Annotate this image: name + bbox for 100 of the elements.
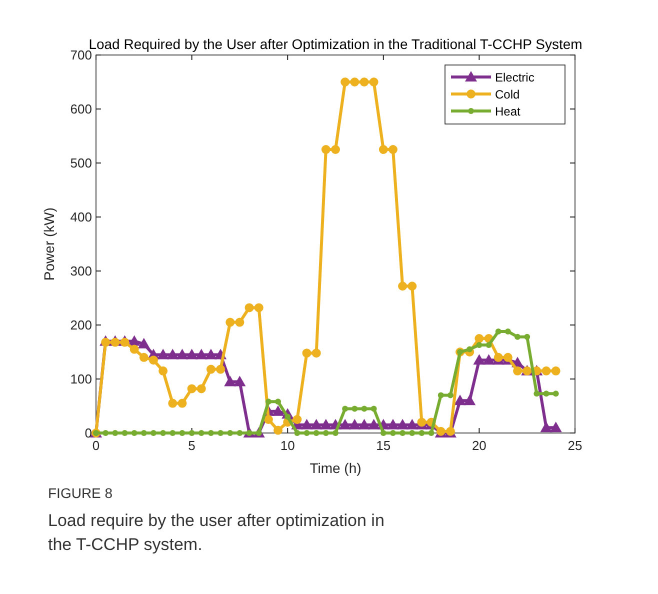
point xyxy=(550,422,562,432)
legend-label: Electric xyxy=(495,70,534,84)
point xyxy=(332,430,338,436)
point xyxy=(386,418,399,430)
point xyxy=(438,392,444,398)
point xyxy=(406,418,418,430)
point xyxy=(378,145,388,154)
point xyxy=(464,394,476,406)
point xyxy=(179,430,186,436)
point xyxy=(447,392,454,398)
y-tick-label: 0 xyxy=(84,426,92,440)
point xyxy=(178,398,187,408)
point xyxy=(331,145,340,154)
point xyxy=(234,376,246,386)
point xyxy=(454,394,466,406)
point xyxy=(312,348,321,358)
point xyxy=(139,352,148,362)
point xyxy=(198,430,204,436)
point xyxy=(398,282,408,291)
point xyxy=(120,338,130,347)
point xyxy=(265,398,272,405)
x-tick-label: 5 xyxy=(188,438,196,453)
point xyxy=(204,348,217,360)
point xyxy=(340,78,350,86)
point xyxy=(388,145,398,154)
point xyxy=(187,384,196,394)
point xyxy=(274,426,283,435)
point xyxy=(148,356,158,365)
point xyxy=(540,422,552,432)
point xyxy=(140,430,147,436)
point xyxy=(482,354,495,365)
point xyxy=(226,318,235,327)
point xyxy=(216,364,226,374)
text: Load require by the user after optimization in the T-CCHP system. xyxy=(48,511,384,554)
point xyxy=(417,418,426,427)
point xyxy=(130,344,139,354)
point xyxy=(360,78,369,86)
x-axis-title: Time (h) xyxy=(310,460,362,476)
point xyxy=(292,415,302,424)
point xyxy=(310,418,322,430)
point xyxy=(320,418,332,430)
point xyxy=(244,303,254,312)
point xyxy=(474,334,484,343)
point xyxy=(552,390,559,397)
point xyxy=(342,406,348,412)
point xyxy=(254,303,264,312)
point xyxy=(368,418,380,430)
caption: FIGURE 8 xyxy=(48,485,113,501)
x-tick-label: 25 xyxy=(568,438,582,453)
point xyxy=(227,430,234,436)
point xyxy=(339,418,352,430)
x-tick-label: 10 xyxy=(280,438,295,453)
point xyxy=(495,328,502,334)
point xyxy=(206,364,216,374)
point xyxy=(534,390,540,397)
legend-label: Cold xyxy=(495,88,520,102)
point xyxy=(313,430,320,436)
point xyxy=(101,338,110,347)
point xyxy=(158,366,168,376)
y-axis-title: Power (kW) xyxy=(41,207,57,281)
point xyxy=(348,418,361,430)
point xyxy=(322,430,329,436)
point xyxy=(168,398,178,408)
point xyxy=(551,366,560,376)
x-tick-label: 20 xyxy=(472,438,486,453)
x-tick-label: 15 xyxy=(376,438,391,453)
point xyxy=(361,406,368,412)
point xyxy=(272,405,284,416)
point xyxy=(110,338,120,347)
point xyxy=(166,348,179,360)
point xyxy=(235,318,244,327)
point xyxy=(513,366,522,376)
point xyxy=(428,430,434,436)
point xyxy=(409,430,416,436)
point xyxy=(264,415,273,424)
point xyxy=(542,366,551,376)
point xyxy=(503,352,512,362)
point xyxy=(494,352,503,362)
point xyxy=(236,430,243,436)
y-tick-label: 500 xyxy=(70,156,92,170)
point xyxy=(138,338,150,348)
point xyxy=(543,390,550,397)
point xyxy=(176,348,188,360)
point xyxy=(418,430,425,436)
point xyxy=(224,376,236,386)
point xyxy=(195,348,208,360)
point xyxy=(294,430,300,436)
point xyxy=(352,406,358,412)
y-tick-label: 200 xyxy=(70,318,92,332)
y-tick-label: 400 xyxy=(70,210,92,224)
point xyxy=(170,430,176,436)
point xyxy=(275,398,282,405)
point xyxy=(514,334,521,340)
point xyxy=(112,430,118,436)
point xyxy=(131,430,138,436)
point xyxy=(380,430,386,436)
point xyxy=(300,418,313,430)
point xyxy=(370,406,377,412)
point xyxy=(321,145,330,154)
point xyxy=(188,430,195,436)
